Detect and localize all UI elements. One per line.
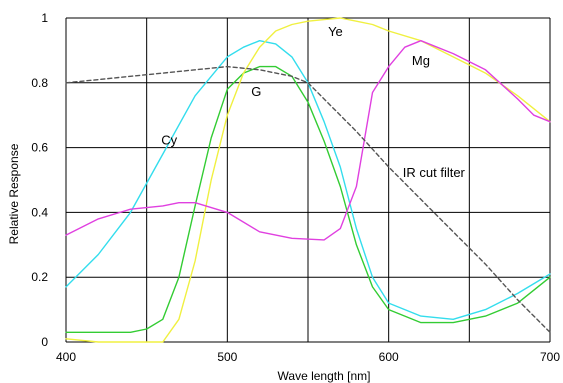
series-annotations: Ye Mg G Cy IR cut filter [161,24,465,180]
grid-lines [65,17,551,343]
y-axis-label: Relative Response [7,143,21,244]
annotation-ir-cut-filter: IR cut filter [403,165,466,180]
y-tick-label: 1 [41,11,48,25]
annotation-ye: Ye [328,24,343,39]
x-tick-label: 500 [217,350,237,364]
x-axis-label: Wave length [nm] [278,369,371,383]
y-tick-label: 0.8 [31,76,48,90]
y-tick-labels: 0 0.2 0.4 0.6 0.8 1 [31,11,48,349]
series-line-ir-cut-filter [65,65,551,333]
x-tick-label: 700 [540,350,560,364]
y-tick-label: 0.4 [31,205,48,219]
x-tick-labels: 400 500 600 700 [56,350,560,364]
annotation-mg: Mg [412,53,430,68]
series-lines [65,17,551,343]
x-tick-label: 400 [56,350,76,364]
y-tick-label: 0 [41,335,48,349]
annotation-cy: Cy [161,132,177,147]
annotation-g: G [251,84,261,99]
series-line-mg [65,40,551,241]
series-line-g [65,65,551,333]
series-line-ye [65,17,551,343]
y-tick-label: 0.2 [31,270,48,284]
y-tick-label: 0.6 [31,141,48,155]
x-tick-label: 600 [379,350,399,364]
